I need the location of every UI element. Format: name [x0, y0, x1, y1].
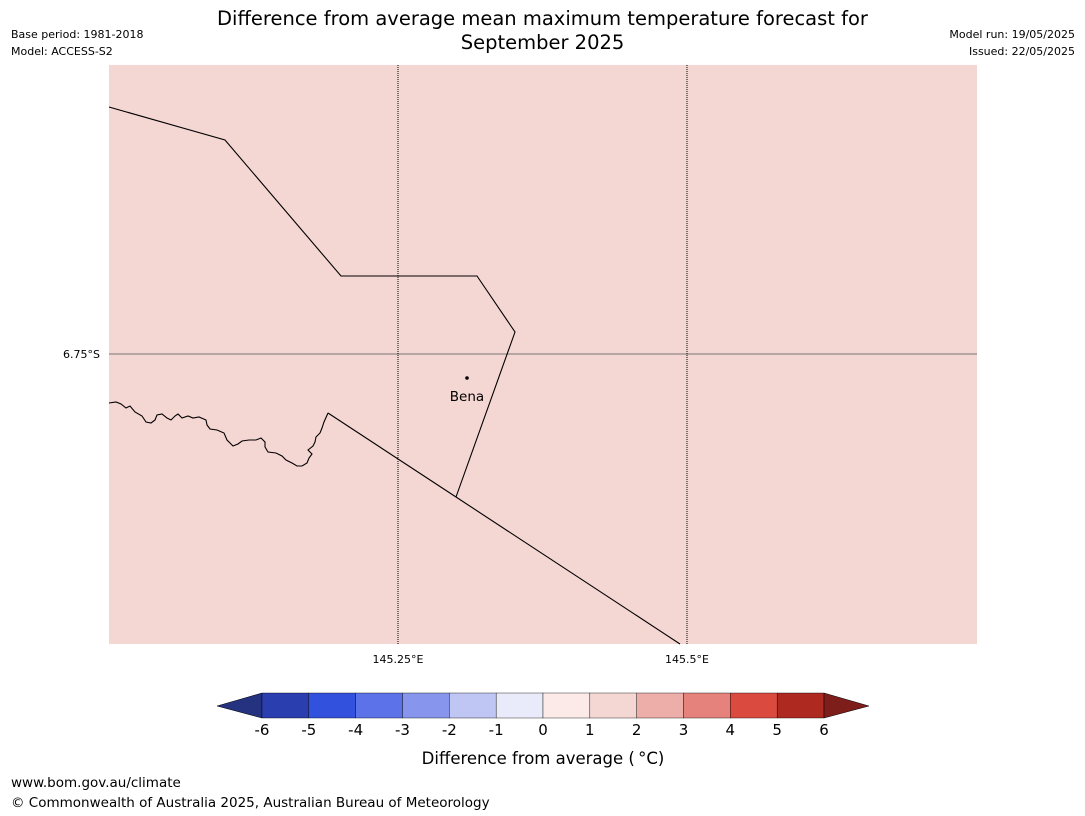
map-title: Difference from average mean maximum tem… — [180, 7, 905, 55]
colorbar-tick-label: -1 — [489, 721, 504, 739]
colorbar-bin — [402, 692, 450, 719]
colorbar-bin — [589, 692, 637, 719]
colorbar-tick-label: 6 — [819, 721, 829, 739]
longitude-label-145-25: 145.25°E — [373, 653, 424, 666]
bena-label: Bena — [450, 389, 484, 405]
colorbar-bin — [495, 692, 544, 719]
colorbar-below-min-arrow — [216, 692, 263, 719]
district-boundary-south — [327, 412, 681, 645]
river-coastline — [108, 401, 329, 467]
colorbar-tick-label: 3 — [679, 721, 689, 739]
colorbar-bin — [308, 692, 356, 719]
bena-marker[interactable] — [465, 376, 469, 380]
colorbar-ticks: -6 -5 -4 -3 -2 -1 0 1 2 3 4 5 6 — [255, 721, 829, 739]
colorbar-bin — [542, 692, 591, 719]
colorbar-bin — [776, 692, 825, 719]
colorbar-bin — [730, 692, 778, 719]
colorbar-tick-label: 1 — [585, 721, 595, 739]
colorbar-tick-label: 2 — [632, 721, 642, 739]
colorbar-label: Difference from average ( °C) — [422, 749, 665, 768]
longitude-label-145-5: 145.5°E — [665, 653, 709, 666]
latitude-label: 6.75°S — [63, 348, 100, 361]
colorbar-tick-label: -5 — [301, 721, 316, 739]
colorbar-bin — [683, 692, 731, 719]
colorbar-tick-label: 0 — [538, 721, 548, 739]
colorbar-bin — [261, 692, 310, 719]
map-title-line2: September 2025 — [460, 31, 625, 54]
colorbar-tick-label: 4 — [726, 721, 736, 739]
colorbar-tick-label: -2 — [442, 721, 457, 739]
colorbar-bin — [355, 692, 403, 719]
colorbar-tick-label: -4 — [348, 721, 363, 739]
colorbar-bins — [261, 692, 825, 719]
base-period-text: Base period: 1981-2018 — [11, 28, 144, 41]
model-text: Model: ACCESS-S2 — [11, 45, 113, 58]
colorbar-bin — [636, 692, 684, 719]
colorbar-tick-label: -6 — [255, 721, 270, 739]
colorbar: -6 -5 -4 -3 -2 -1 0 1 2 3 4 5 6 — [216, 692, 870, 739]
footer-url[interactable]: www.bom.gov.au/climate — [11, 775, 181, 791]
issued-text: Issued: 22/05/2025 — [968, 45, 1075, 58]
colorbar-tick-label: -3 — [395, 721, 410, 739]
footer-copyright: © Commonwealth of Australia 2025, Austra… — [11, 795, 490, 811]
colorbar-above-max-arrow — [823, 692, 870, 719]
model-run-text: Model run: 19/05/2025 — [949, 28, 1075, 41]
colorbar-tick-label: 5 — [772, 721, 782, 739]
metadata-right: Model run: 19/05/2025 Issued: 22/05/2025 — [949, 26, 1075, 60]
colorbar-bin — [449, 692, 497, 719]
metadata-left: Base period: 1981-2018 Model: ACCESS-S2 — [11, 26, 143, 60]
map-title-line1: Difference from average mean maximum tem… — [217, 7, 868, 30]
district-boundary — [108, 106, 516, 498]
